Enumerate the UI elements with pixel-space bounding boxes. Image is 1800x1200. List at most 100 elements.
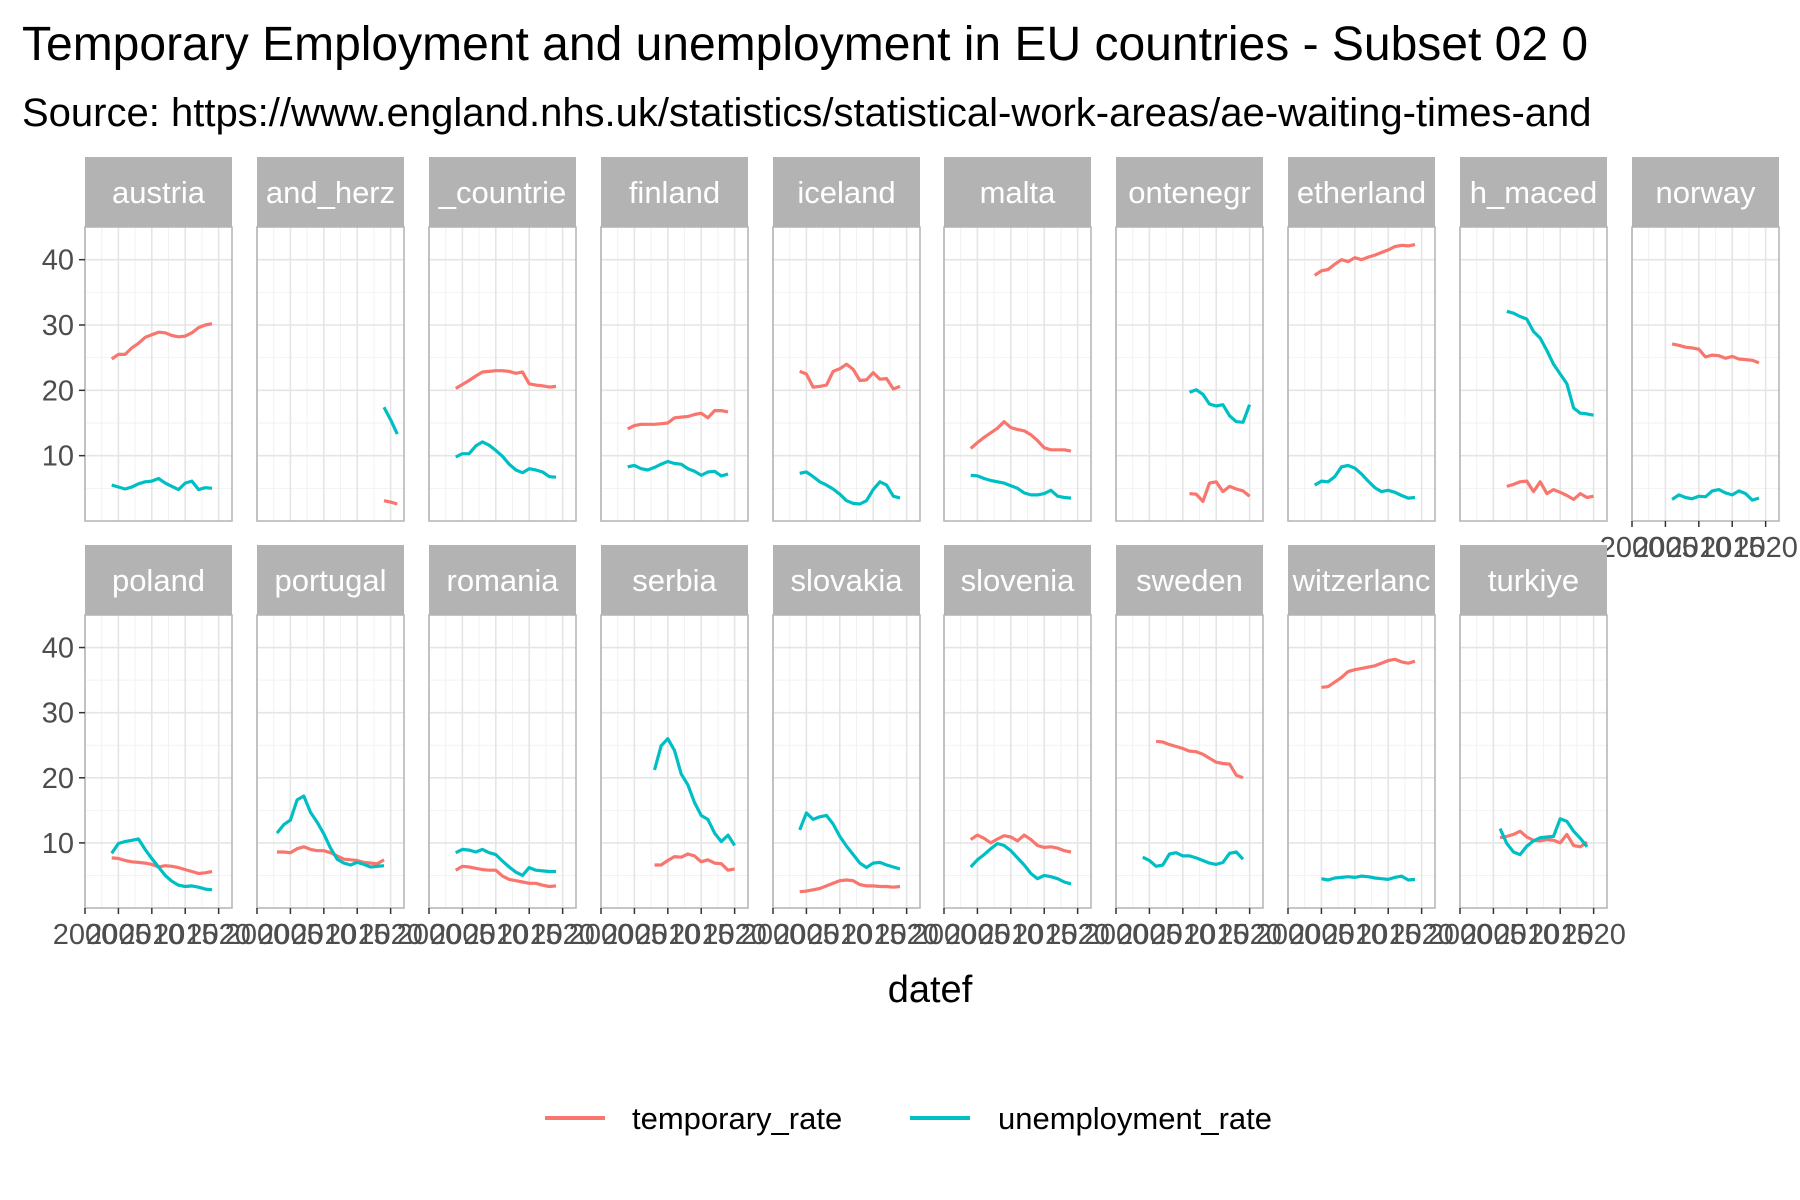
- panel-grid: [256, 227, 404, 521]
- series-line-temporary-rate: [1155, 739, 1244, 780]
- x-tick-label: 2005: [774, 919, 839, 951]
- x-tick-label: 2000: [912, 919, 977, 951]
- facet-panel-ontenegr: ontenegr: [1115, 157, 1264, 522]
- x-tick-label: 2020: [1733, 532, 1798, 564]
- facet-strip: [601, 545, 748, 615]
- panel-border: [1459, 614, 1608, 909]
- series-line-unemployment-rate: [454, 847, 556, 877]
- panel-background: [773, 615, 920, 908]
- panel-border: [1115, 226, 1264, 522]
- x-tick-label: 2015: [1012, 919, 1077, 951]
- facet-label: and_herz: [266, 175, 395, 210]
- facet-panel-iceland: iceland: [772, 157, 921, 522]
- panel-background: [85, 615, 232, 908]
- facet-label: serbia: [632, 563, 717, 598]
- y-tick-label: 40: [42, 245, 74, 277]
- x-tick-label: 2020: [1217, 919, 1282, 951]
- series-line-temporary-rate: [1313, 243, 1416, 277]
- x-tick-label: 2005: [1461, 919, 1526, 951]
- panel-border: [943, 614, 1092, 909]
- facet-panel-austria: austria 10 20 30 40: [42, 157, 233, 522]
- x-tick-label: 2010: [1323, 919, 1388, 951]
- series-line-temporary-rate: [1499, 829, 1588, 849]
- facet-label: romania: [447, 563, 560, 598]
- panel-background: [1116, 615, 1263, 908]
- facet-strip: [1116, 545, 1263, 615]
- series-line-temporary-rate: [1671, 342, 1760, 365]
- x-tick-label: 2005: [602, 919, 667, 951]
- facet-panel-etherland: etherland: [1287, 157, 1436, 522]
- panel-background: [1288, 615, 1435, 908]
- panel-border: [772, 614, 921, 909]
- series-line-unemployment-rate: [1321, 874, 1416, 882]
- series-line-unemployment-rate: [1506, 309, 1594, 417]
- series-line-unemployment-rate: [1313, 463, 1416, 500]
- facet-panel-countrie: _countrie: [428, 157, 577, 522]
- facet-panel-finland: finland: [600, 157, 749, 522]
- x-tick-label: 2005: [1117, 919, 1182, 951]
- legend-label-temporary-rate: temporary_rate: [632, 1101, 842, 1136]
- facet-label: slovakia: [791, 563, 904, 598]
- x-tick-label: 2015: [1700, 532, 1765, 564]
- facet-strip: [1116, 157, 1263, 227]
- series-line-unemployment-rate: [652, 737, 736, 847]
- x-tick-label: 2005: [258, 919, 323, 951]
- facet-label: malta: [980, 175, 1057, 210]
- y-tick-label: 10: [42, 828, 74, 860]
- facet-label: norway: [1656, 175, 1756, 210]
- x-tick-label: 2020: [358, 919, 423, 951]
- facet-label: witzerlanc: [1292, 563, 1431, 598]
- facet-strip: [429, 157, 576, 227]
- series-line-temporary-rate: [1189, 480, 1251, 503]
- chart-title: Temporary Employment and unemployment in…: [22, 18, 1588, 71]
- x-tick-label: 2020: [702, 919, 767, 951]
- y-tick-label: 40: [42, 633, 74, 665]
- x-tick-label: 2005: [945, 919, 1010, 951]
- x-tick-label: 2000: [1084, 919, 1149, 951]
- x-tick-label: 2000: [53, 919, 118, 951]
- x-tick-label: 2005: [430, 919, 495, 951]
- panel-grid: [1287, 615, 1435, 908]
- series-line-temporary-rate: [654, 852, 735, 872]
- series-line-unemployment-rate: [799, 470, 901, 506]
- facet-strip: [429, 545, 576, 615]
- x-tick-label: 2000: [741, 919, 806, 951]
- x-tick-label: 2010: [1495, 919, 1560, 951]
- facet-strip: [773, 545, 920, 615]
- x-tick-label: 2020: [874, 919, 939, 951]
- series-line-unemployment-rate: [627, 459, 729, 478]
- series-line-temporary-rate: [969, 833, 1072, 854]
- series-line-unemployment-rate: [969, 841, 1072, 886]
- panel-grid: [600, 615, 748, 908]
- panel-grid: [1459, 227, 1607, 521]
- series-line-unemployment-rate: [454, 440, 557, 479]
- series-line-temporary-rate: [110, 322, 213, 361]
- panel-grid: [428, 615, 576, 908]
- x-tick-label: 2010: [808, 919, 873, 951]
- series-line-unemployment-rate: [1141, 850, 1245, 868]
- x-tick-label: 2020: [1561, 919, 1626, 951]
- facet-strip: [1288, 157, 1435, 227]
- panel-background: [1288, 227, 1435, 521]
- facet-strip: [85, 545, 232, 615]
- series-line-temporary-rate: [799, 878, 901, 894]
- facet-strip: [85, 157, 232, 227]
- series-line-unemployment-rate: [111, 476, 213, 492]
- panel-border: [256, 614, 405, 909]
- y-tick-label: 30: [42, 310, 74, 342]
- x-tick-label: 2010: [1151, 919, 1216, 951]
- facet-strip: [257, 157, 404, 227]
- series-line-temporary-rate: [1321, 657, 1416, 689]
- x-tick-label: 2020: [1389, 919, 1454, 951]
- panel-border: [256, 226, 405, 522]
- series-line-temporary-rate: [111, 856, 213, 876]
- series-line-unemployment-rate: [382, 406, 399, 435]
- panel-border: [600, 614, 749, 909]
- x-tick-label: 2010: [464, 919, 529, 951]
